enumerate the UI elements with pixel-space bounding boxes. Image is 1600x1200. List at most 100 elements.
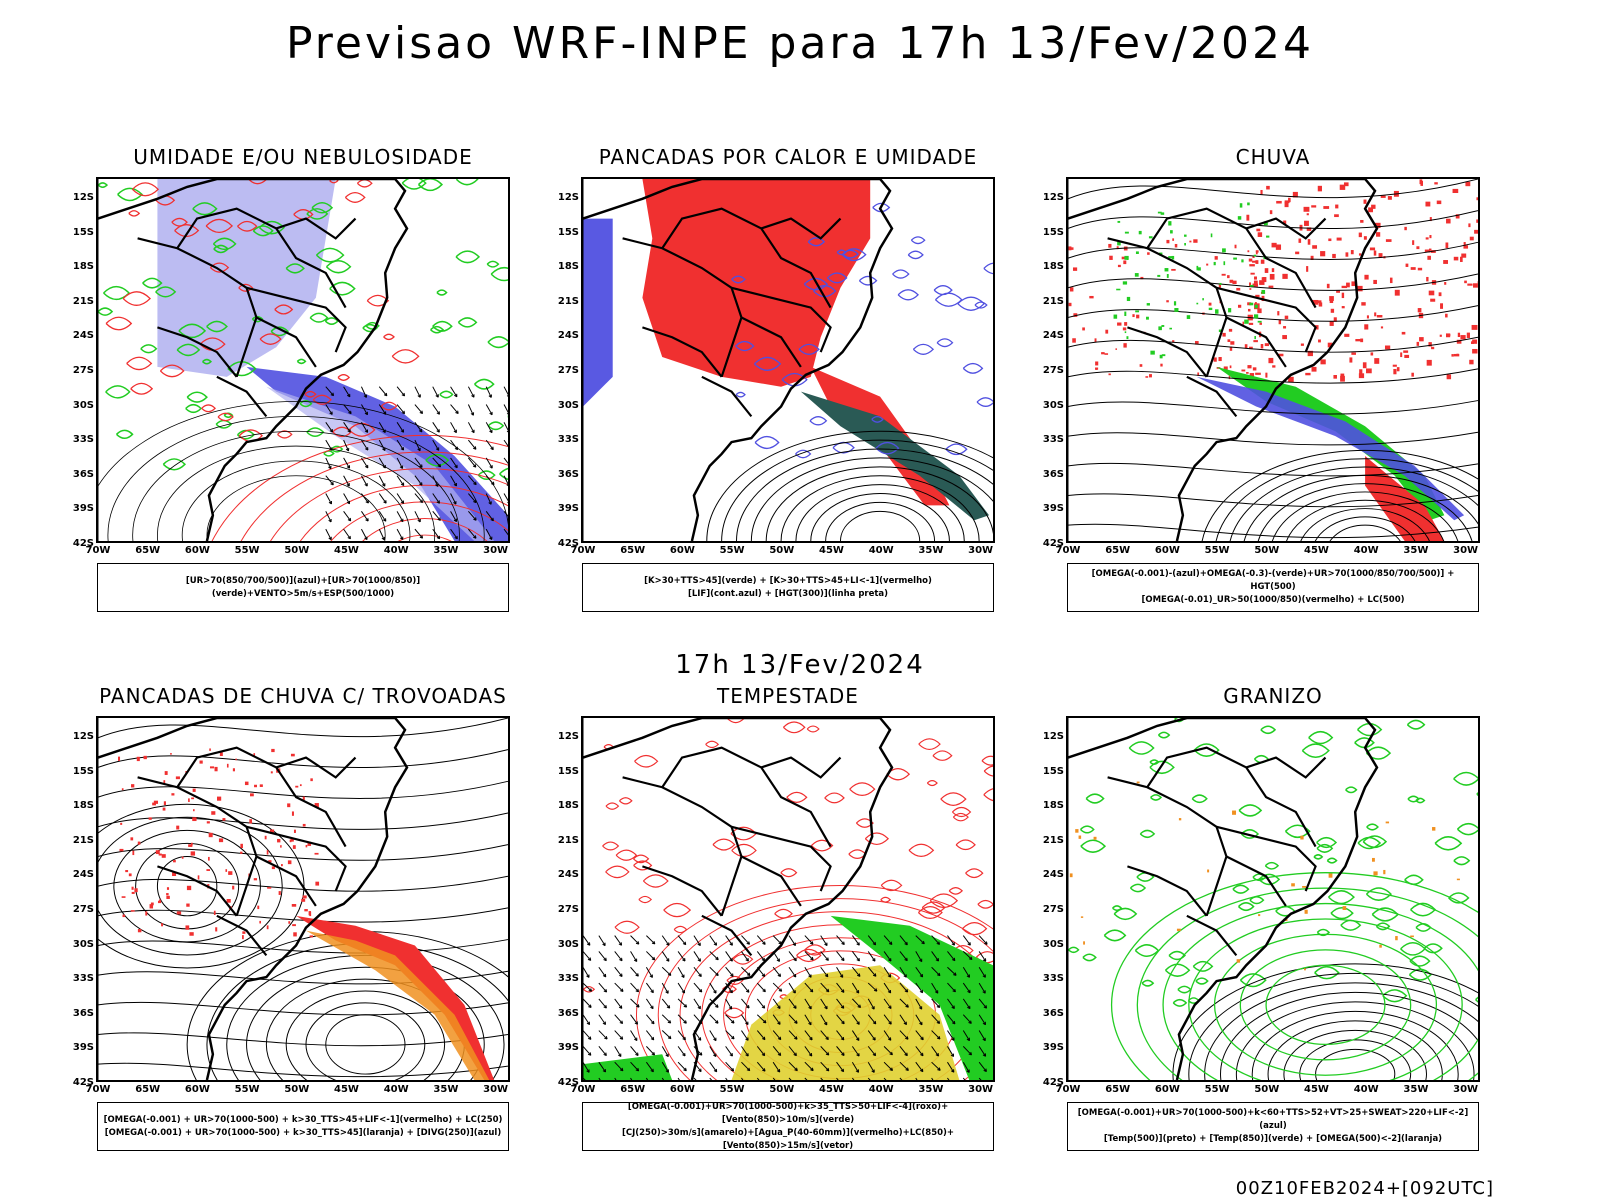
legend-box: [UR>70(850/700/500)](azul)+[UR>70(1000/8…: [97, 563, 509, 612]
lat-label-30S: 30S: [72, 399, 94, 411]
lon-label-60W: 60W: [1154, 545, 1180, 556]
lon-label-35W: 35W: [1403, 545, 1429, 556]
lon-label-40W: 40W: [1353, 1084, 1379, 1095]
lon-label-30W: 30W: [1453, 1084, 1479, 1095]
lat-label-18S: 18S: [72, 800, 94, 812]
lat-label-27S: 27S: [1042, 904, 1064, 915]
lat-label-15S: 15S: [1042, 226, 1064, 238]
legend-line: [OMEGA(-0.01)_UR>50(1000/850)(vermelho) …: [1141, 595, 1405, 605]
panel-title: UMIDADE E/OU NEBULOSIDADE: [133, 145, 473, 169]
lon-label-45W: 45W: [334, 1084, 359, 1095]
lat-label-12S: 12S: [1042, 192, 1064, 203]
lat-label-12S: 12S: [557, 192, 579, 203]
lon-label-65W: 65W: [135, 545, 161, 556]
map-area: [581, 177, 995, 543]
lon-label-60W: 60W: [669, 1084, 695, 1095]
lat-label-33S: 33S: [72, 434, 94, 446]
lon-label-40W: 40W: [868, 545, 894, 556]
legend-line: [UR>70(850/700/500)](azul)+[UR>70(1000/8…: [185, 575, 421, 599]
lat-label-15S: 15S: [72, 765, 94, 777]
lat-label-36S: 36S: [557, 1007, 579, 1019]
lon-label-55W: 55W: [1204, 1084, 1230, 1095]
lat-label-27S: 27S: [1042, 365, 1064, 376]
lat-label-33S: 33S: [1042, 434, 1064, 446]
lon-label-55W: 55W: [234, 1084, 260, 1095]
lon-label-35W: 35W: [433, 545, 459, 556]
lat-label-18S: 18S: [1042, 261, 1064, 273]
lat-label-39S: 39S: [72, 1042, 94, 1054]
legend-box: [OMEGA(-0.001)+UR>70(1000-500)+k>35_TTS>…: [582, 1102, 994, 1151]
lon-label-40W: 40W: [383, 545, 409, 556]
lon-label-55W: 55W: [719, 545, 745, 556]
lat-label-12S: 12S: [72, 192, 94, 203]
lat-label-18S: 18S: [557, 261, 579, 273]
lat-label-27S: 27S: [557, 365, 579, 376]
map-area: [96, 177, 510, 543]
lon-label-45W: 45W: [819, 545, 844, 556]
lat-label-24S: 24S: [1042, 330, 1064, 342]
lon-label-30W: 30W: [968, 1084, 994, 1095]
lon-label-65W: 65W: [620, 1084, 646, 1095]
legend-line: [OMEGA(-0.001)+UR>70(1000-500)+k<60+TTS>…: [1077, 1108, 1469, 1131]
lat-label-39S: 39S: [1042, 1042, 1064, 1054]
lat-label-24S: 24S: [557, 869, 579, 881]
lon-label-35W: 35W: [433, 1084, 459, 1095]
lat-label-21S: 21S: [557, 834, 579, 846]
lat-label-36S: 36S: [72, 1007, 94, 1019]
lat-label-33S: 33S: [72, 973, 94, 985]
lon-label-50W: 50W: [769, 545, 795, 556]
lon-label-60W: 60W: [184, 1084, 210, 1095]
lon-label-30W: 30W: [1453, 545, 1479, 556]
lon-label-65W: 65W: [1105, 545, 1131, 556]
map-pancadas-trovoadas: [98, 718, 508, 1080]
lat-label-18S: 18S: [557, 800, 579, 812]
main-title: Previsao WRF-INPE para 17h 13/Fev/2024: [286, 18, 1314, 69]
lon-label-50W: 50W: [284, 1084, 310, 1095]
lat-label-36S: 36S: [1042, 468, 1064, 480]
lon-label-50W: 50W: [1254, 1084, 1280, 1095]
legend-box: [K>30+TTS>45](verde) + [K>30+TTS>45+LI<-…: [582, 563, 994, 612]
legend-line: [LIF](cont.azul) + [HGT(300)](linha pret…: [687, 588, 889, 599]
lon-label-70W: 70W: [85, 1084, 111, 1095]
lat-label-36S: 36S: [72, 468, 94, 480]
lat-label-12S: 12S: [1042, 731, 1064, 742]
lat-label-42S: 42S: [557, 1077, 579, 1088]
lon-label-70W: 70W: [1055, 545, 1081, 556]
map-granizo: [1068, 718, 1478, 1080]
lat-label-21S: 21S: [1042, 295, 1064, 307]
lon-label-45W: 45W: [334, 545, 359, 556]
panel-title: TEMPESTADE: [717, 684, 859, 708]
lat-label-15S: 15S: [1042, 765, 1064, 777]
lat-label-21S: 21S: [72, 834, 94, 846]
legend-box: [OMEGA(-0.001) + UR>70(1000-500) + k>30_…: [97, 1102, 509, 1151]
lon-label-50W: 50W: [284, 545, 310, 556]
lat-label-27S: 27S: [72, 904, 94, 915]
lon-label-60W: 60W: [669, 545, 695, 556]
lat-label-18S: 18S: [72, 261, 94, 273]
lon-label-35W: 35W: [1403, 1084, 1429, 1095]
panel-title: PANCADAS DE CHUVA C/ TROVOADAS: [99, 684, 507, 708]
mid-forecast-time: 17h 13/Fev/2024: [675, 650, 925, 680]
lat-label-24S: 24S: [1042, 869, 1064, 881]
panel-title: PANCADAS POR CALOR E UMIDADE: [598, 145, 978, 169]
lat-label-42S: 42S: [72, 538, 94, 549]
map-pancadas-calor: [583, 179, 993, 541]
lat-label-27S: 27S: [72, 365, 94, 376]
lon-label-70W: 70W: [570, 1084, 596, 1095]
panel-title: CHUVA: [1235, 145, 1311, 169]
lat-label-21S: 21S: [557, 295, 579, 307]
lat-label-39S: 39S: [72, 503, 94, 515]
legend-line: [Temp(500)](preto) + [Temp(850)](verde) …: [1103, 1134, 1443, 1144]
legend-line: [OMEGA(-0.001)+UR>70(1000-500)+k>35_TTS>…: [627, 1101, 949, 1125]
lat-label-18S: 18S: [1042, 800, 1064, 812]
legend-line: [OMEGA(-0.001) + UR>70(1000-500) + k>30_…: [104, 1127, 502, 1138]
lat-label-30S: 30S: [557, 938, 579, 950]
lat-label-15S: 15S: [72, 226, 94, 238]
legend-line: [OMEGA(-0.001)-(azul)+OMEGA(-0.3)-(verde…: [1091, 569, 1455, 592]
lat-label-42S: 42S: [72, 1077, 94, 1088]
lon-label-40W: 40W: [1353, 545, 1379, 556]
lon-label-30W: 30W: [968, 545, 994, 556]
lat-label-12S: 12S: [557, 731, 579, 742]
lon-label-55W: 55W: [719, 1084, 745, 1095]
lon-label-70W: 70W: [570, 545, 596, 556]
